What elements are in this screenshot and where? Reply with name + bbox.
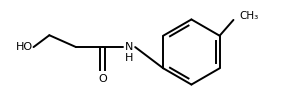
Text: O: O	[98, 74, 107, 84]
Text: CH₃: CH₃	[239, 11, 259, 21]
Text: H: H	[125, 53, 134, 63]
Text: N: N	[125, 42, 134, 52]
Text: HO: HO	[15, 42, 32, 52]
